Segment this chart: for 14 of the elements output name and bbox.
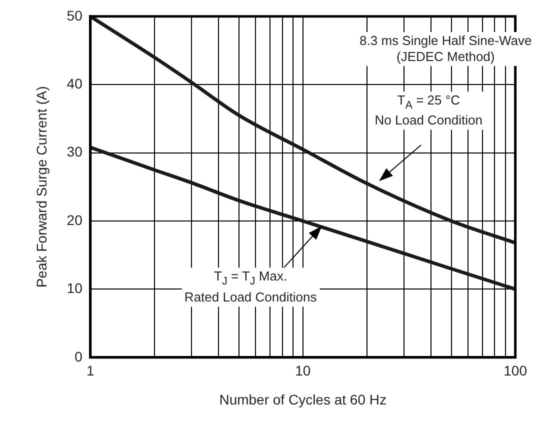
x-tick-label: 100 xyxy=(504,362,528,379)
annotation: 8.3 ms Single Half Sine-Wave (JEDEC Method) xyxy=(360,32,532,65)
annotation: T$_{J}$ = T$_{J}$ Max. Rated Load Conditions xyxy=(184,269,317,306)
y-tick-label: 30 xyxy=(66,144,83,160)
x-axis-title: Number of Cycles at 60 Hz xyxy=(219,391,386,408)
y-tick-label: 10 xyxy=(66,280,83,296)
x-tick-label: 1 xyxy=(86,362,94,379)
y-axis-title: Peak Forward Surge Current (A) xyxy=(33,86,50,288)
annotation: T$_{A}$ = 25 °C No Load Condition xyxy=(374,92,482,130)
y-tick-label: 40 xyxy=(66,75,83,92)
y-tick-label: 50 xyxy=(66,7,83,24)
x-tick-label: 10 xyxy=(295,362,311,379)
y-tick-label: 20 xyxy=(66,212,83,228)
y-tick-label: 0 xyxy=(74,348,83,364)
